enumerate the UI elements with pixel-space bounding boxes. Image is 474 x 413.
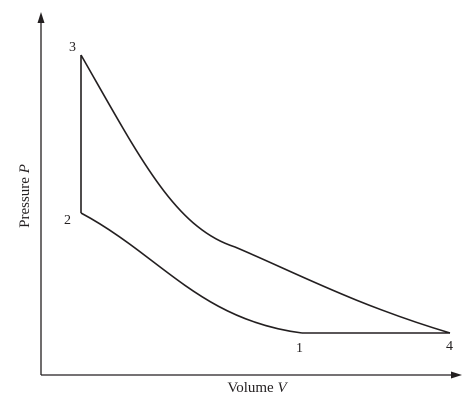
x-axis-label-text: Volume	[227, 380, 277, 396]
x-axis-arrowhead	[451, 371, 462, 379]
state-label-1: 1	[296, 341, 303, 356]
x-axis-label-variable: V	[277, 380, 288, 396]
x-axis-label: Volume V	[227, 380, 288, 396]
y-axis-label-text: Pressure	[17, 173, 33, 228]
axes	[37, 12, 462, 379]
state-label-2: 2	[64, 213, 71, 228]
process-1-2-compression	[80, 212, 303, 334]
state-label-3: 3	[69, 40, 76, 55]
process-3-4-expansion	[80, 54, 451, 334]
y-axis-arrowhead	[37, 12, 45, 23]
y-axis-label-variable: P	[17, 164, 33, 174]
cycle	[80, 54, 451, 334]
state-label-4: 4	[446, 339, 453, 354]
state-labels: 3 2 1 4	[64, 40, 453, 356]
y-axis-label: Pressure P	[17, 164, 33, 228]
